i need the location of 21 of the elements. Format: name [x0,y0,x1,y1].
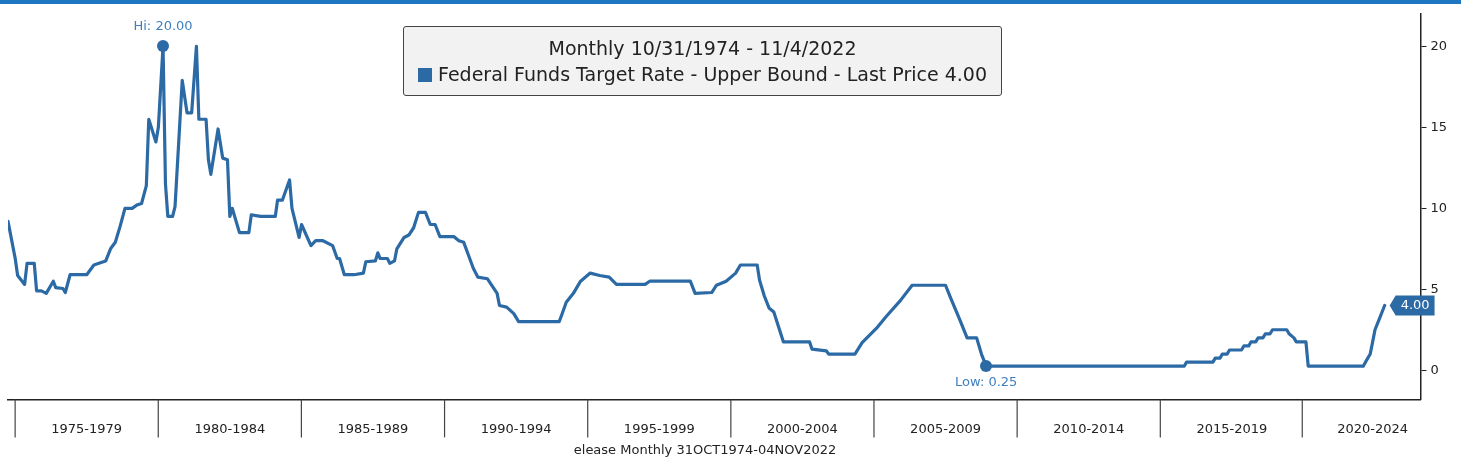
annotation: 4.00 [1400,296,1430,312]
y-tick-label: 10 [1430,199,1447,215]
legend-title: Monthly 10/31/1974 - 11/4/2022 [547,36,858,61]
x-tick-label: 2020-2024 [1337,420,1409,436]
x-tick-label: 1985-1989 [337,420,409,436]
x-tick-label: 2000-2004 [766,420,838,436]
y-tick-label: 5 [1430,280,1439,296]
x-tick-label: 1990-1994 [480,420,552,436]
x-tick-label: 2015-2019 [1196,420,1268,436]
y-tick-label: 20 [1430,37,1447,53]
annotation: Hi: 20.00 [133,17,193,33]
x-tick-label: 1980-1984 [194,420,266,436]
x-tick-label: 2005-2009 [910,420,981,436]
x-tick-label: 2010-2014 [1053,420,1125,436]
legend-label: Federal Funds Target Rate - Upper Bound - Last Price 4.00 [437,62,988,87]
annotation: Low: 0.25 [955,373,1018,389]
y-tick-label: 0 [1430,361,1439,377]
text: elease Monthly 31OCT1974-04NOV2022 [573,442,837,458]
x-tick-label: 1995-1999 [623,420,695,436]
x-tick-label: 1975-1979 [51,420,123,436]
y-tick-label: 15 [1430,118,1447,134]
